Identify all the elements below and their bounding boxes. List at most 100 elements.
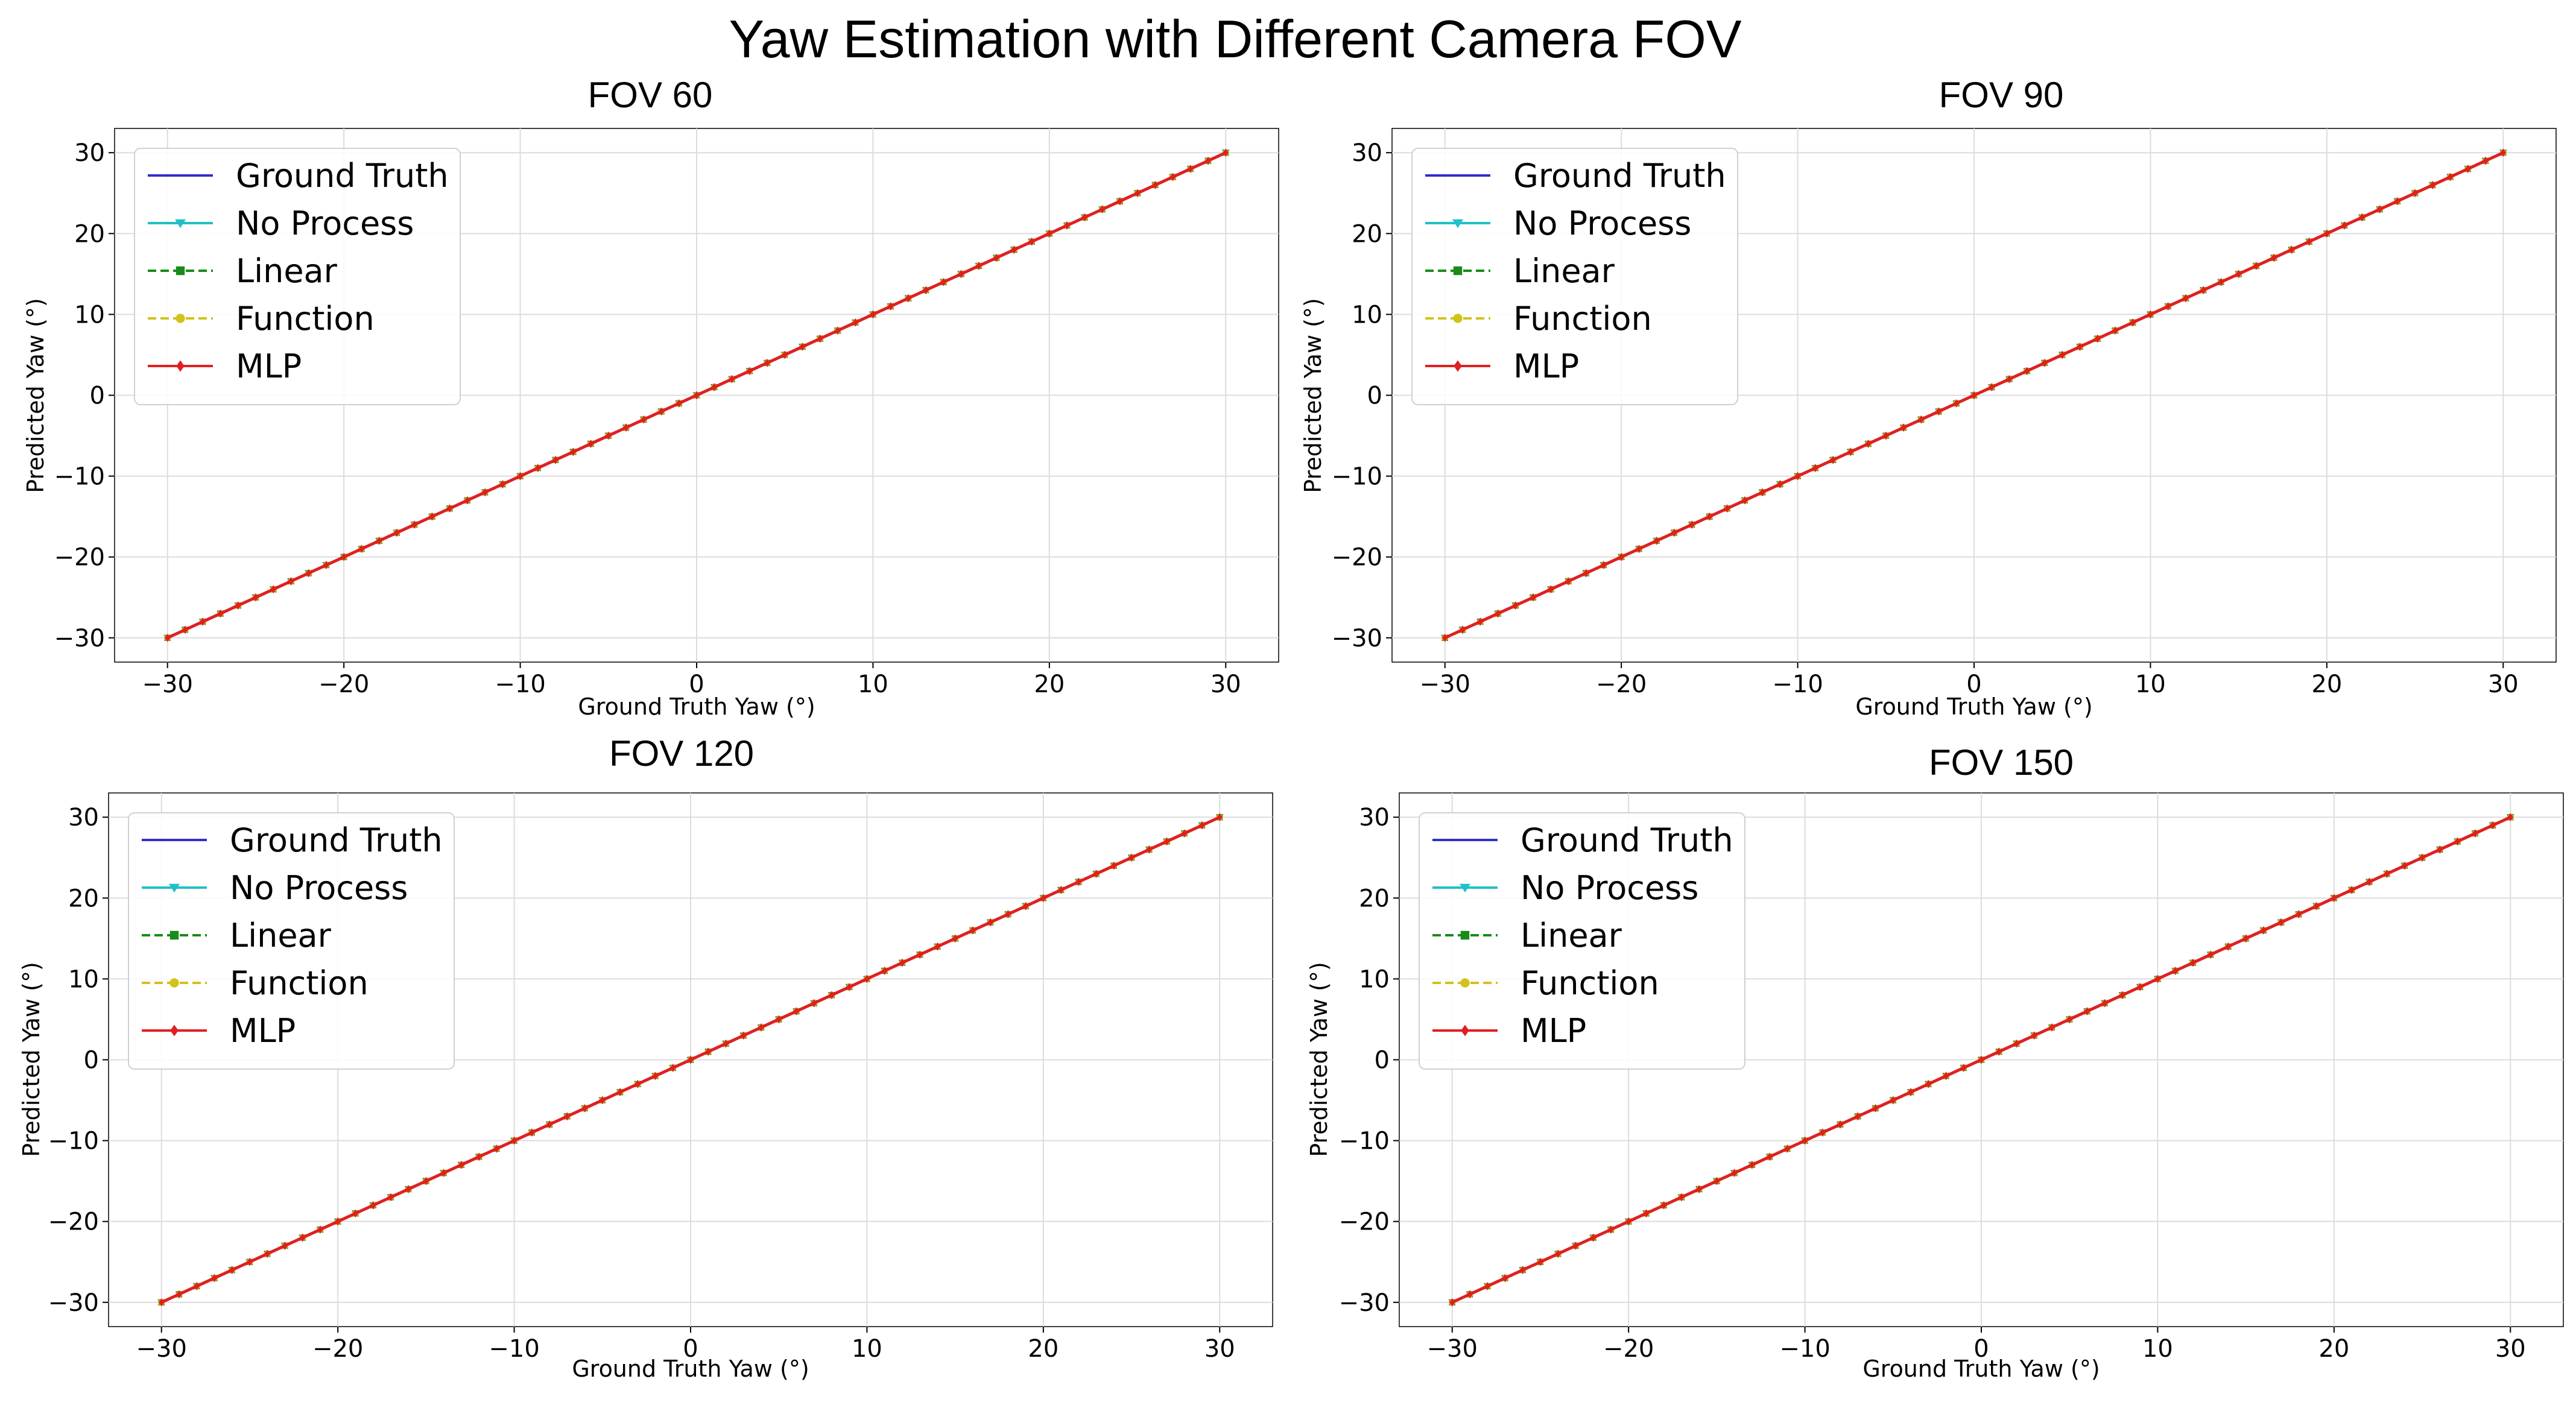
data-point bbox=[458, 1160, 464, 1169]
data-point bbox=[758, 1023, 764, 1032]
x-tick-label: 10 bbox=[858, 671, 888, 698]
x-axis-label: Ground Truth Yaw (°) bbox=[578, 693, 815, 720]
x-tick-label: −10 bbox=[1779, 1335, 1830, 1363]
legend-item-linear: Linear bbox=[142, 917, 332, 955]
data-point bbox=[1163, 837, 1170, 846]
data-point bbox=[1767, 1152, 1773, 1161]
data-point bbox=[917, 950, 923, 959]
legend-box bbox=[1411, 148, 1738, 405]
legend-label: MLP bbox=[1513, 347, 1579, 385]
data-point bbox=[1812, 464, 1818, 473]
data-point bbox=[1996, 1047, 2002, 1056]
data-point bbox=[482, 488, 488, 497]
data-point bbox=[194, 1282, 200, 1290]
data-point bbox=[1696, 1185, 1702, 1193]
x-tick-label: 20 bbox=[2318, 1335, 2349, 1363]
data-point bbox=[1011, 245, 1017, 254]
data-point bbox=[1882, 431, 1889, 440]
legend-item-function: Function bbox=[1432, 964, 1659, 1002]
legend-marker bbox=[169, 883, 180, 893]
x-tick-label: −30 bbox=[136, 1335, 187, 1363]
data-point bbox=[2042, 359, 2048, 367]
data-point bbox=[2483, 156, 2489, 165]
data-point bbox=[1819, 1128, 1826, 1137]
data-point bbox=[1671, 528, 1677, 537]
legend-item-function: Function bbox=[142, 964, 369, 1002]
data-point bbox=[1441, 633, 1448, 642]
data-point bbox=[1714, 1176, 1720, 1185]
data-point bbox=[817, 334, 823, 343]
y-tick-label: −30 bbox=[54, 625, 105, 652]
data-point bbox=[970, 926, 976, 935]
legend-label: Ground Truth bbox=[1521, 821, 1733, 859]
legend-label: MLP bbox=[1521, 1012, 1586, 1050]
data-point bbox=[811, 999, 817, 1008]
data-point bbox=[1953, 399, 1960, 408]
panel-title: FOV 60 bbox=[588, 75, 713, 115]
data-point bbox=[2119, 991, 2125, 1000]
data-point bbox=[923, 286, 929, 295]
data-point bbox=[1872, 1104, 1879, 1113]
legend-marker bbox=[1452, 219, 1463, 229]
data-point bbox=[164, 633, 171, 642]
data-point bbox=[2207, 950, 2214, 959]
legend-label: Ground Truth bbox=[1513, 157, 1726, 195]
data-point bbox=[358, 545, 365, 554]
data-point bbox=[1837, 1120, 1843, 1129]
data-point bbox=[958, 270, 964, 279]
x-tick-label: −30 bbox=[1427, 1335, 1478, 1363]
data-point bbox=[1187, 165, 1194, 173]
legend-label: Linear bbox=[1521, 917, 1622, 955]
data-point bbox=[2137, 982, 2144, 991]
data-point bbox=[217, 609, 224, 618]
data-point bbox=[2454, 837, 2461, 846]
y-tick-label: −30 bbox=[48, 1289, 99, 1317]
data-point bbox=[1625, 1217, 1632, 1226]
data-point bbox=[2147, 310, 2154, 319]
x-tick-label: 10 bbox=[2142, 1335, 2173, 1363]
data-point bbox=[1040, 894, 1046, 903]
data-point bbox=[1519, 1266, 1526, 1274]
data-point bbox=[2242, 934, 2249, 943]
data-point bbox=[282, 1242, 288, 1250]
data-point bbox=[1989, 383, 1995, 391]
x-tick-label: 30 bbox=[2488, 671, 2519, 698]
data-point bbox=[1460, 625, 1466, 634]
y-tick-label: −10 bbox=[54, 463, 105, 491]
data-point bbox=[511, 1136, 517, 1145]
data-point bbox=[335, 1217, 341, 1226]
data-point bbox=[1495, 609, 1501, 618]
data-point bbox=[2172, 967, 2179, 975]
legend-marker bbox=[176, 266, 185, 276]
data-point bbox=[2500, 148, 2507, 157]
data-point bbox=[1128, 853, 1135, 862]
panel-fov-90: FOV 90 −30 −20 −10 0 10 20 30−30−20−100102030 … bbox=[1300, 75, 2557, 720]
data-point bbox=[1110, 861, 1117, 870]
data-point bbox=[247, 1257, 253, 1266]
legend-label: No Process bbox=[1513, 204, 1691, 242]
data-point bbox=[2253, 262, 2259, 270]
data-point bbox=[987, 918, 993, 927]
y-tick-label: 30 bbox=[74, 139, 105, 167]
data-point bbox=[1005, 910, 1011, 918]
data-point bbox=[200, 617, 206, 626]
y-tick-label: −20 bbox=[54, 544, 105, 572]
data-point bbox=[2507, 813, 2514, 822]
data-point bbox=[1759, 488, 1765, 497]
x-tick-label: 20 bbox=[1028, 1335, 1059, 1363]
data-point bbox=[881, 967, 888, 975]
data-point bbox=[934, 942, 941, 951]
y-tick-label: −30 bbox=[1332, 625, 1382, 652]
x-tick-label: 0 bbox=[683, 1335, 698, 1363]
data-point bbox=[2271, 253, 2277, 262]
x-axis-label: Ground Truth Yaw (°) bbox=[1855, 693, 2092, 720]
data-point bbox=[887, 302, 894, 311]
x-tick-label: −20 bbox=[1603, 1335, 1654, 1363]
data-point bbox=[1741, 496, 1748, 505]
y-tick-label: −20 bbox=[48, 1208, 99, 1236]
data-point bbox=[2323, 229, 2330, 238]
legend-item-no-process: No Process bbox=[148, 204, 414, 242]
data-point bbox=[1058, 886, 1064, 894]
panel-title: FOV 120 bbox=[609, 733, 754, 774]
